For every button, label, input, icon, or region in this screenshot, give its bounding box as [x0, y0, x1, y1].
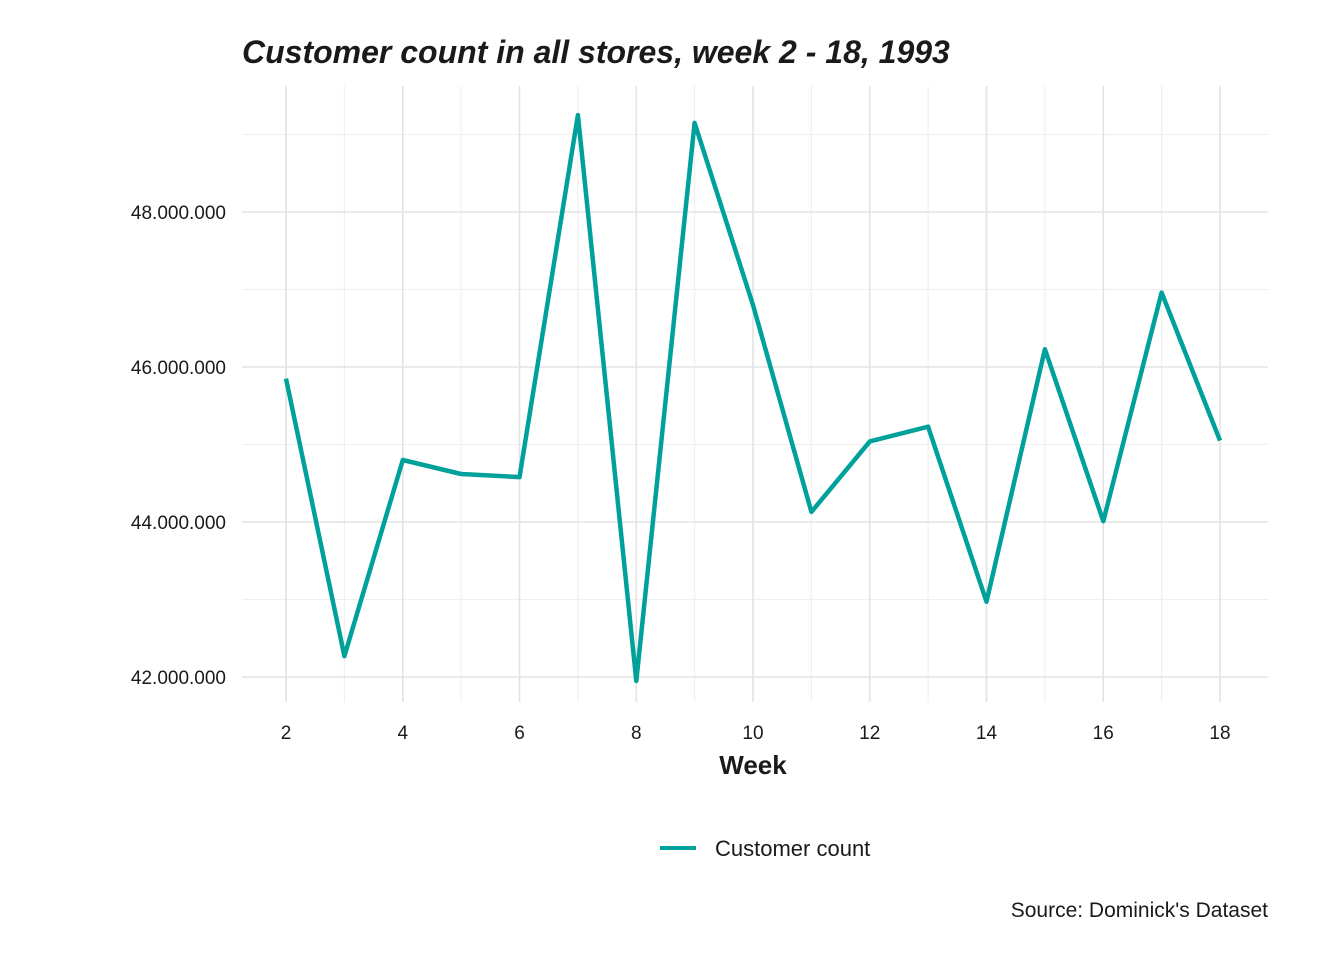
- chart-title: Customer count in all stores, week 2 - 1…: [242, 34, 950, 70]
- x-tick-label: 16: [1093, 723, 1114, 744]
- x-axis: 2 4 6 8 10 12 14 16 18: [281, 723, 1231, 744]
- grid: [242, 86, 1268, 702]
- y-axis: 42.000.000 44.000.000 46.000.000 48.000.000: [131, 203, 226, 689]
- x-tick-label: 18: [1209, 723, 1230, 744]
- y-tick-label: 44.000.000: [131, 513, 226, 534]
- y-tick-label: 42.000.000: [131, 668, 226, 689]
- series-line-customer-count: [283, 112, 1223, 684]
- y-tick-label: 46.000.000: [131, 358, 226, 379]
- x-tick-label: 2: [281, 723, 292, 744]
- legend-label-customer-count: Customer count: [715, 836, 870, 861]
- x-tick-label: 8: [631, 723, 642, 744]
- y-tick-label: 48.000.000: [131, 203, 226, 224]
- x-tick-label: 4: [397, 723, 408, 744]
- x-tick-label: 10: [742, 723, 763, 744]
- x-tick-label: 6: [514, 723, 525, 744]
- chart-caption: Source: Dominick's Dataset: [1011, 899, 1268, 922]
- series-layer: [283, 112, 1223, 684]
- x-tick-label: 12: [859, 723, 880, 744]
- x-axis-title: Week: [719, 750, 787, 780]
- x-tick-label: 14: [976, 723, 998, 744]
- legend: Customer count: [660, 836, 870, 861]
